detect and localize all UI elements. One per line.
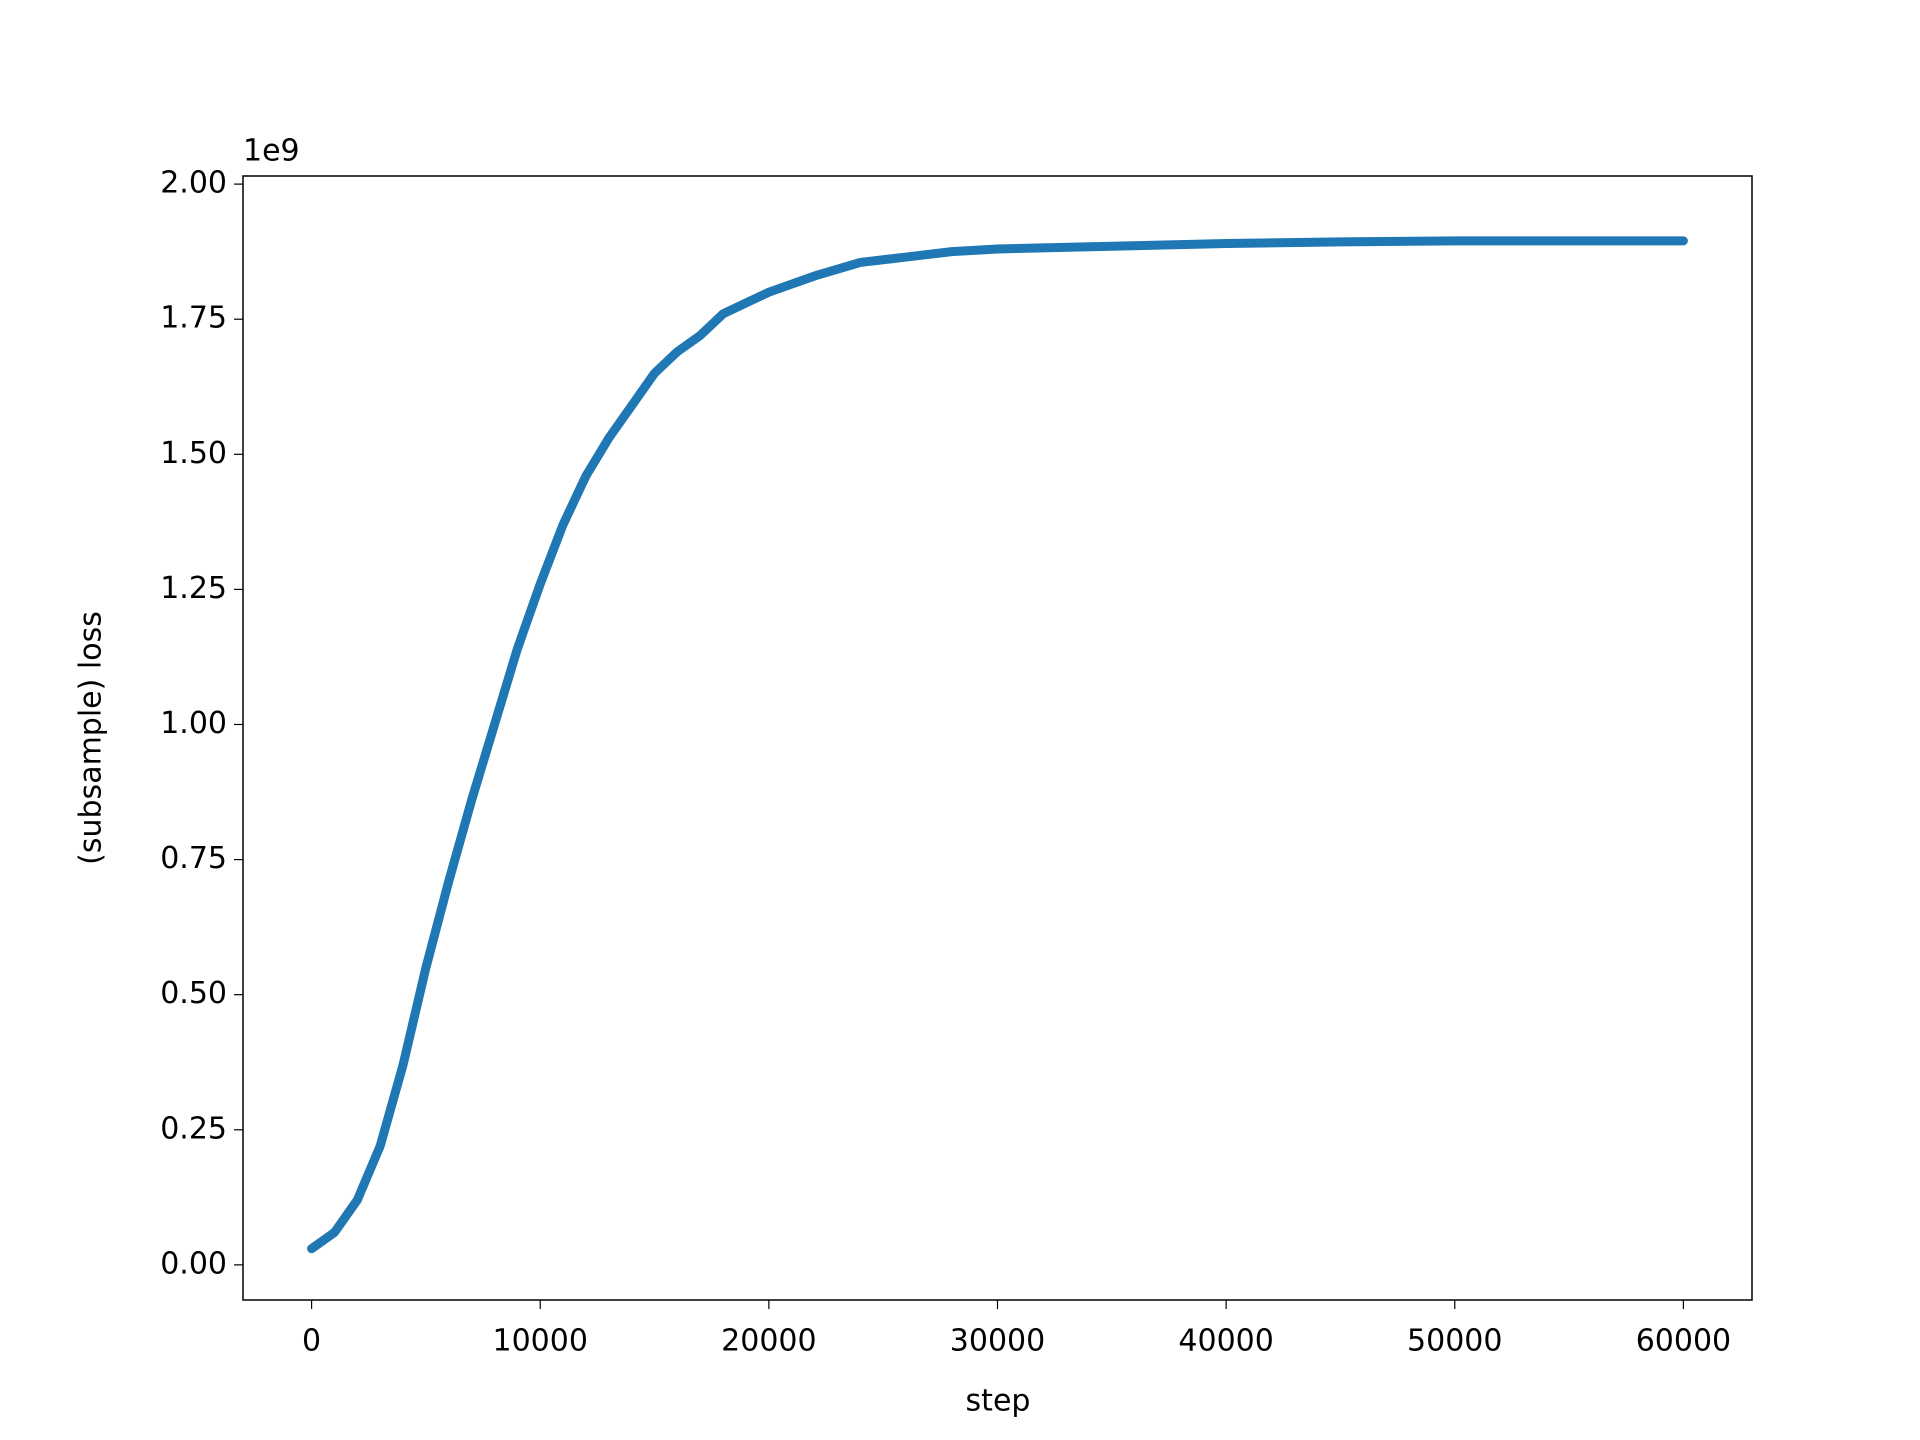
- line-series: [307, 236, 1688, 1254]
- x-tick-label: 10000: [493, 1324, 588, 1359]
- offset-text: 1e9: [243, 134, 300, 169]
- x-tick-label: 60000: [1636, 1324, 1731, 1359]
- x-tick-label: 20000: [721, 1324, 816, 1359]
- y-tick-label: 1.50: [160, 436, 227, 471]
- x-tick-label: 40000: [1178, 1324, 1273, 1359]
- y-tick-label: 1.75: [160, 301, 227, 336]
- y-tick-label: 0.25: [160, 1111, 227, 1146]
- y-tick-label: 1.00: [160, 706, 227, 741]
- x-tick-label: 50000: [1407, 1324, 1502, 1359]
- plot-frame: [242, 175, 1753, 1301]
- x-tick-label: 0: [302, 1324, 321, 1359]
- y-tick-label: 1.25: [160, 571, 227, 606]
- y-tick-label: 2.00: [160, 166, 227, 201]
- y-axis-label: (subsample) loss: [74, 611, 109, 865]
- x-tick-label: 30000: [950, 1324, 1045, 1359]
- y-tick-label: 0.75: [160, 841, 227, 876]
- x-axis-label: step: [966, 1384, 1031, 1419]
- y-tick-label: 0.00: [160, 1246, 227, 1281]
- y-tick-label: 0.50: [160, 976, 227, 1011]
